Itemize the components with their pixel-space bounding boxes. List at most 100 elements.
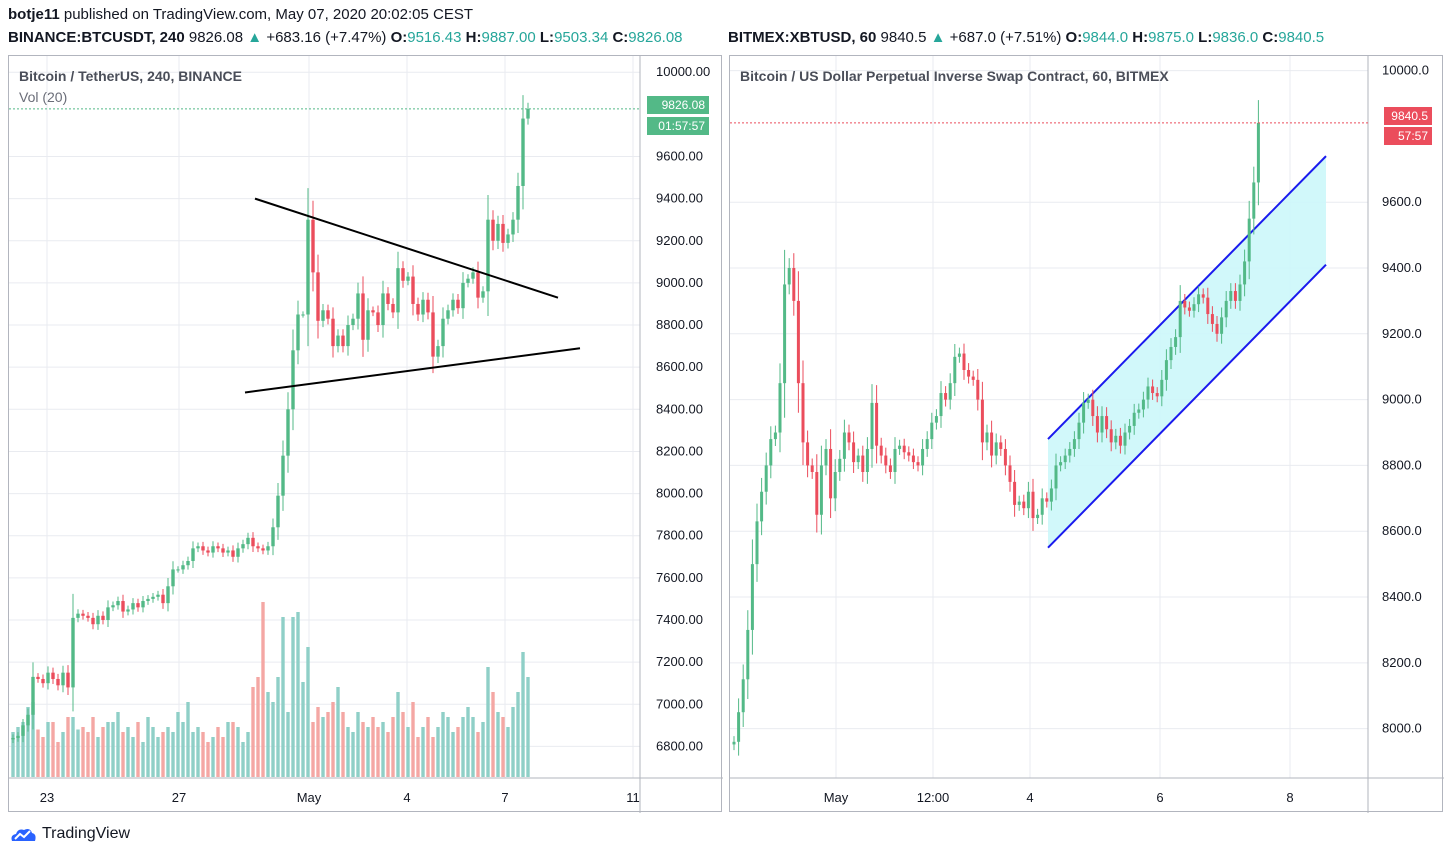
left-candle bbox=[406, 276, 410, 281]
left-candle bbox=[441, 318, 445, 347]
left-candle bbox=[301, 314, 305, 316]
left-candle bbox=[291, 350, 295, 410]
right-candle bbox=[916, 462, 920, 466]
left-volume-bar bbox=[186, 702, 190, 777]
left-high: 9887.00 bbox=[481, 29, 536, 46]
left-candle bbox=[526, 108, 530, 119]
left-chart-panel[interactable]: 10000.00 9600.00 9400.00 9200.00 9000.00 8800… bbox=[8, 55, 723, 813]
tradingview-logo-icon bbox=[11, 829, 36, 841]
right-candle bbox=[1151, 386, 1155, 394]
right-candle bbox=[1210, 314, 1214, 324]
right-candle bbox=[1146, 386, 1150, 400]
left-volume-bar bbox=[406, 727, 410, 777]
left-candle bbox=[331, 318, 335, 347]
right-candle bbox=[999, 442, 1003, 449]
left-price-tag: 9826.08 bbox=[647, 96, 709, 114]
right-candle bbox=[824, 448, 828, 466]
left-candle bbox=[401, 268, 405, 281]
left-volume-bar bbox=[356, 712, 360, 777]
left-candle bbox=[86, 615, 90, 618]
left-candle bbox=[91, 617, 95, 625]
right-candle bbox=[746, 629, 750, 680]
left-candle bbox=[31, 676, 35, 715]
left-candle bbox=[56, 678, 60, 686]
left-volume-bar bbox=[481, 722, 485, 777]
left-candle bbox=[61, 672, 65, 686]
left-open-label: O: bbox=[390, 29, 408, 46]
left-candle bbox=[411, 276, 415, 304]
right-x-tick-label: 4 bbox=[1026, 790, 1033, 805]
left-volume-bar bbox=[146, 717, 150, 777]
left-candle bbox=[16, 735, 20, 738]
left-volume-bar bbox=[156, 737, 160, 777]
left-candle bbox=[306, 219, 310, 315]
left-candle bbox=[206, 550, 210, 553]
left-volume-bar bbox=[366, 727, 370, 777]
channel-upper-line bbox=[1047, 155, 1327, 440]
left-candle bbox=[166, 586, 170, 604]
right-change: +687.0 (+7.51%) bbox=[949, 29, 1062, 46]
right-candle bbox=[1178, 300, 1182, 338]
right-candle bbox=[773, 432, 777, 440]
left-volume-bar bbox=[496, 712, 500, 777]
left-volume-bar bbox=[256, 677, 260, 777]
right-candle bbox=[865, 448, 869, 472]
left-y-tick-label: 8000.00 bbox=[656, 486, 703, 501]
right-candle bbox=[980, 399, 984, 443]
right-candle bbox=[1229, 291, 1233, 301]
right-candle bbox=[1054, 465, 1058, 489]
right-candle bbox=[1049, 488, 1053, 502]
triangle-lower-trendline bbox=[244, 347, 581, 394]
right-open-label: O: bbox=[1065, 29, 1083, 46]
left-volume-bar bbox=[376, 727, 380, 777]
left-volume-bar bbox=[331, 702, 335, 777]
right-candle bbox=[801, 383, 805, 443]
left-volume-bar bbox=[241, 742, 245, 777]
right-candle bbox=[1045, 498, 1049, 502]
right-candle bbox=[1036, 514, 1040, 519]
right-y-tick-label: 9400.0 bbox=[1382, 260, 1422, 275]
left-volume-bar bbox=[161, 732, 165, 777]
left-volume-bar bbox=[221, 737, 225, 777]
left-volume-bar bbox=[31, 702, 35, 777]
left-candle bbox=[276, 495, 280, 528]
left-chart-canvas[interactable]: 10000.00 9600.00 9400.00 9200.00 9000.00 8800… bbox=[9, 56, 723, 813]
left-y-tick-label: 7800.00 bbox=[656, 528, 703, 543]
right-candle bbox=[944, 393, 948, 400]
left-volume-bar bbox=[461, 717, 465, 777]
left-candle bbox=[371, 310, 375, 313]
left-volume-bar bbox=[21, 722, 25, 777]
right-candle bbox=[1224, 300, 1228, 318]
left-candle bbox=[141, 601, 145, 608]
left-volume-bar bbox=[71, 717, 75, 777]
left-volume-bar bbox=[76, 729, 80, 777]
right-candle bbox=[810, 465, 814, 472]
right-candle bbox=[1105, 416, 1109, 430]
right-candle bbox=[994, 442, 998, 456]
left-close: 9826.08 bbox=[628, 29, 683, 46]
left-y-tick-label: 8600.00 bbox=[656, 359, 703, 374]
left-volume-bar bbox=[116, 712, 120, 777]
right-candle bbox=[1013, 481, 1017, 505]
left-volume-bar bbox=[191, 732, 195, 777]
right-candle bbox=[732, 741, 736, 745]
right-candle bbox=[953, 356, 957, 384]
right-candle bbox=[1155, 393, 1159, 397]
left-x-tick-label: 23 bbox=[40, 790, 54, 805]
left-volume-bar bbox=[326, 712, 330, 777]
left-countdown-tag: 01:57:57 bbox=[647, 117, 709, 135]
tradingview-footer[interactable]: TradingView bbox=[8, 825, 130, 843]
left-volume-bar bbox=[516, 692, 520, 777]
left-volume-bar bbox=[226, 722, 230, 777]
left-volume-bar bbox=[181, 722, 185, 777]
right-candle bbox=[792, 268, 796, 301]
right-chart-panel[interactable]: 10000.0 9600.0 9400.0 9200.0 9000.0 8800.0 860… bbox=[729, 55, 1444, 813]
right-candle bbox=[1252, 182, 1256, 219]
left-candle bbox=[51, 672, 55, 679]
left-candle bbox=[391, 303, 395, 313]
left-low-label: L: bbox=[539, 29, 555, 46]
right-candle bbox=[1072, 439, 1076, 449]
right-chart-canvas[interactable]: 10000.0 9600.0 9400.0 9200.0 9000.0 8800.0 860… bbox=[730, 56, 1444, 813]
left-volume-bar bbox=[471, 717, 475, 777]
left-volume-bar bbox=[351, 732, 355, 777]
